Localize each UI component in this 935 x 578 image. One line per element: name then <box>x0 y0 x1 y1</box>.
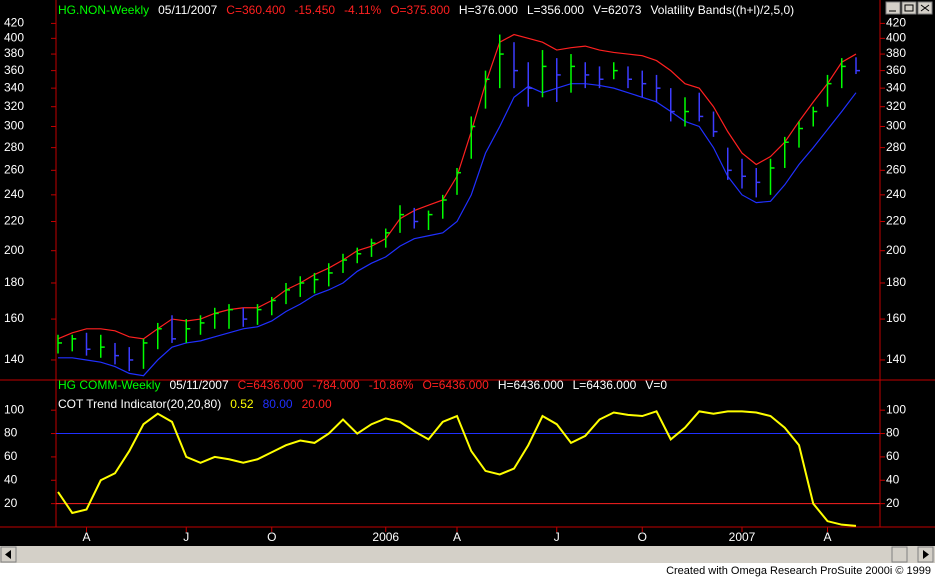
y-tick-label-right: 420 <box>886 16 906 30</box>
scroll-track[interactable] <box>0 546 935 563</box>
y-tick-label: 380 <box>4 46 24 60</box>
y-tick-label-right: 300 <box>886 119 906 133</box>
y-tick-label-right: 180 <box>886 275 906 289</box>
y-tick-label: 40 <box>4 472 18 486</box>
y-tick-label: 100 <box>4 402 24 416</box>
x-tick-label: A <box>823 530 831 544</box>
header-item: -4.11% <box>344 3 381 17</box>
y-tick-label: 220 <box>4 214 24 228</box>
window-buttons <box>885 1 933 15</box>
y-tick-label-right: 360 <box>886 63 906 77</box>
y-tick-label-right: 220 <box>886 214 906 228</box>
header-item: 05/11/2007 <box>158 3 217 17</box>
y-tick-label-right: 100 <box>886 402 906 416</box>
y-tick-label-right: 40 <box>886 472 900 486</box>
y-tick-label: 280 <box>4 140 24 154</box>
header-item: V=0 <box>645 378 667 392</box>
y-tick-label: 260 <box>4 162 24 176</box>
y-tick-label: 140 <box>4 352 24 366</box>
maximize-icon <box>904 4 914 12</box>
y-tick-label: 20 <box>4 496 18 510</box>
header-item: COT Trend Indicator(20,20,80) <box>58 397 221 411</box>
y-tick-label-right: 340 <box>886 80 906 94</box>
y-tick-label-right: 60 <box>886 449 900 463</box>
x-tick-label: J <box>183 530 189 544</box>
header-item: -784.000 <box>312 378 360 392</box>
y-tick-label: 400 <box>4 31 24 45</box>
footer-text: Created with Omega Research ProSuite 200… <box>666 565 931 577</box>
header-item: HG.NON-Weekly <box>58 3 149 17</box>
y-tick-label: 80 <box>4 426 18 440</box>
x-tick-label: 2006 <box>372 530 399 544</box>
header-item: H=6436.000 <box>498 378 564 392</box>
y-tick-label-right: 160 <box>886 311 906 325</box>
lower-band <box>58 83 857 377</box>
header-item: L=356.000 <box>527 3 584 17</box>
y-tick-label: 180 <box>4 275 24 289</box>
header-item: L=6436.000 <box>573 378 637 392</box>
status-bar <box>0 563 935 578</box>
scroll-thumb[interactable] <box>891 546 908 563</box>
indicator-line <box>57 410 857 527</box>
close-icon <box>920 4 930 12</box>
header-item: H=376.000 <box>459 3 518 17</box>
minimize-button[interactable] <box>885 1 901 15</box>
header-item: C=6436.000 <box>238 378 304 392</box>
scrollbar <box>0 546 935 563</box>
header-item: 0.52 <box>230 397 254 411</box>
y-tick-label-right: 320 <box>886 99 906 113</box>
header-item: 80.00 <box>263 397 293 411</box>
x-tick-label: O <box>267 530 276 544</box>
x-tick-label: A <box>82 530 90 544</box>
background <box>0 0 935 545</box>
header-item: -10.86% <box>369 378 414 392</box>
x-tick-label: O <box>638 530 647 544</box>
y-tick-label-right: 140 <box>886 352 906 366</box>
y-tick-label: 320 <box>4 99 24 113</box>
header-item: C=360.400 <box>226 3 285 17</box>
y-tick-label-right: 400 <box>886 31 906 45</box>
header-item: 20.00 <box>302 397 332 411</box>
y-tick-label: 240 <box>4 187 24 201</box>
y-tick-label: 420 <box>4 16 24 30</box>
header-line: HG.NON-Weekly 05/11/2007 C=360.400 -15.450-… <box>58 3 794 17</box>
y-tick-label-right: 280 <box>886 140 906 154</box>
header-item: O=6436.000 <box>422 378 489 392</box>
y-tick-label: 300 <box>4 119 24 133</box>
y-tick-label-right: 200 <box>886 243 906 257</box>
header-item: -15.450 <box>294 3 335 17</box>
scroll-left-icon <box>5 550 11 559</box>
y-tick-label-right: 20 <box>886 496 900 510</box>
header-item: HG COMM-Weekly <box>58 378 160 392</box>
x-tick-label: 2007 <box>729 530 756 544</box>
x-tick-label: J <box>554 530 560 544</box>
y-tick-label: 200 <box>4 243 24 257</box>
y-tick-label-right: 80 <box>886 426 900 440</box>
header-item: 05/11/2007 <box>169 378 228 392</box>
y-tick-label-right: 380 <box>886 46 906 60</box>
y-tick-label: 360 <box>4 63 24 77</box>
y-tick-label: 60 <box>4 449 18 463</box>
header-item: V=62073 <box>593 3 642 17</box>
header-line: HG COMM-Weekly 05/11/2007 C=6436.000 -784.0… <box>58 378 667 392</box>
y-tick-label-right: 260 <box>886 162 906 176</box>
header-item: O=375.800 <box>390 3 450 17</box>
y-tick-label: 160 <box>4 311 24 325</box>
header-line: COT Trend Indicator(20,20,80) 0.52 80.00 20… <box>58 397 332 411</box>
y-tick-label-right: 240 <box>886 187 906 201</box>
header-item: Volatility Bands((h+l)/2,5,0) <box>650 3 794 17</box>
x-tick-label: A <box>453 530 461 544</box>
maximize-button[interactable] <box>901 1 917 15</box>
y-tick-label: 340 <box>4 80 24 94</box>
scroll-right-icon <box>923 550 929 559</box>
